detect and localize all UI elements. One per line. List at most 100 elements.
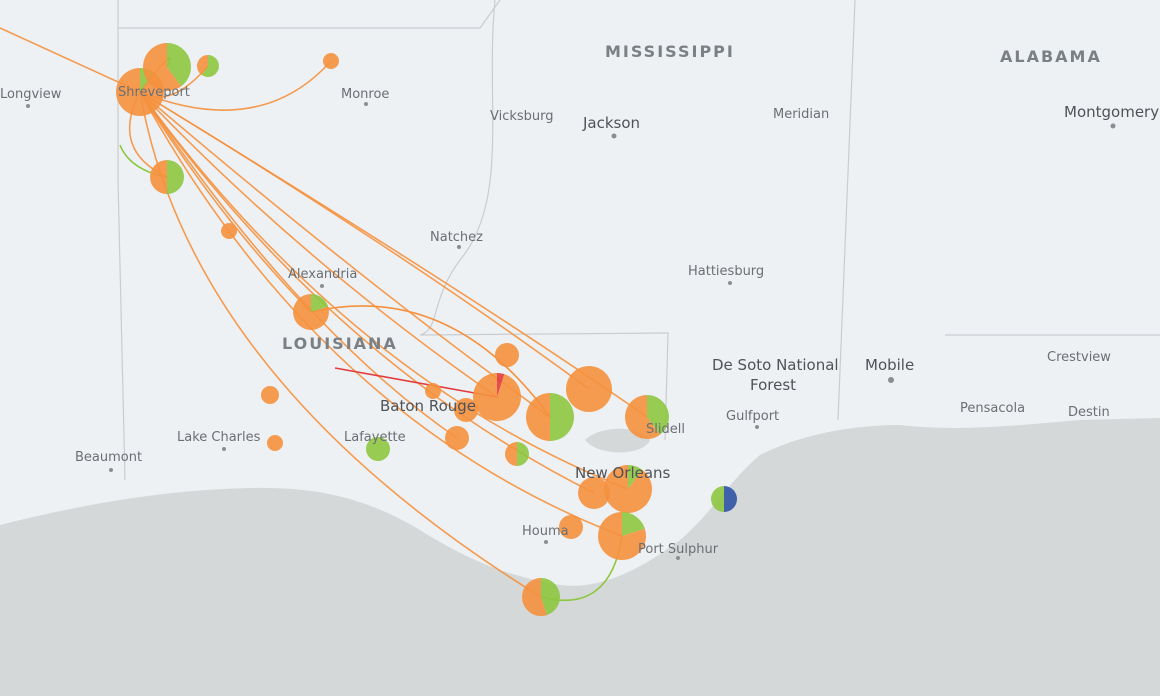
pie [425,383,441,399]
pie-slice [559,515,583,539]
city-label: Lake Charles [177,430,261,445]
flow [139,91,623,537]
pie-slice [267,435,283,451]
city-label: New Orleans [575,464,671,482]
pie-slice [201,55,219,77]
city-label: Port Sulphur [638,542,719,557]
pie [711,486,737,512]
city-dot [611,133,617,139]
city-dot [755,425,759,429]
pie-slice [261,386,279,404]
city-label: Monroe [341,87,389,102]
pie [578,477,610,509]
pie-slice [625,395,660,439]
pie [261,386,279,404]
pie [526,393,574,441]
flow [334,367,498,398]
city-dot [728,281,732,285]
pie-slice [473,373,521,422]
pies [115,43,737,616]
city-label: Vicksburg [490,109,554,124]
pie [267,435,283,451]
city-label: Lafayette [344,430,406,445]
city-label: Jackson [582,114,640,132]
pie [604,465,653,513]
pie-slice [578,477,610,509]
city-label: Beaumont [75,450,142,465]
city-dot [109,468,113,472]
state-label: ALABAMA [1000,47,1102,66]
pie-slice [505,442,517,466]
pie-slice [167,160,184,194]
city-dots [26,102,1116,560]
city-dot [457,245,461,249]
city-label: Mobile [865,356,914,374]
pie [473,373,521,422]
pie [454,398,478,422]
flow [139,91,498,398]
pie [495,343,519,367]
pie-slice [425,383,441,399]
pie-slice [311,294,329,312]
pie-slice [521,578,547,616]
pie-slice [628,465,643,489]
pie [598,512,646,560]
city-label: Forest [750,376,796,394]
city-label: Crestview [1047,350,1111,365]
pie-slice [622,512,645,536]
city-label: Houma [522,524,569,539]
pie-slice [150,160,167,194]
pie-slice [711,486,724,512]
pie-slice [566,366,612,412]
pie-slice [221,223,237,239]
pie [566,366,612,412]
labels: MISSISSIPPI ALABAMA LOUISIANA Longview S… [0,42,1159,557]
pie [323,53,339,69]
city-dot [320,284,324,288]
pie-slice [497,373,505,397]
pie [445,426,469,450]
city-label: Gulfport [726,409,779,424]
pie-slice [454,398,478,422]
pie [150,160,184,194]
city-dot [364,102,368,106]
flow [310,305,551,418]
pie-slice [197,55,208,75]
flow [139,91,312,313]
city-label: Shreveport [118,85,190,100]
city-dot [222,447,226,451]
pie-slice [293,294,329,330]
pie [559,515,583,539]
pie-slice [541,578,560,616]
city-label: De Soto National [712,356,839,374]
pie-slice [366,437,390,461]
lake [585,428,650,453]
city-dot [1110,123,1116,129]
city-label: Meridian [773,107,829,122]
pie [521,578,560,616]
border [837,0,856,421]
city-dot [676,556,680,560]
pie-slice [495,343,519,367]
city-label: Hattiesburg [688,264,764,279]
city-dot [26,104,30,108]
city-dot [544,540,548,544]
pie [142,43,191,91]
pie-slice [598,512,646,560]
pie [197,55,219,77]
city-label: Natchez [430,230,483,245]
state-label: MISSISSIPPI [605,42,735,61]
city-label: Destin [1068,405,1110,420]
pie [625,395,670,439]
pie-slice [526,393,550,441]
pie-slice [647,395,670,435]
state-label: LOUISIANA [282,334,398,353]
border [117,0,126,481]
city-label: Baton Rouge [380,397,476,415]
city-label: Slidell [646,422,685,437]
flow [139,60,332,111]
city-label: Montgomery [1064,103,1159,121]
pie-slice [323,53,339,69]
city-label: Alexandria [288,267,357,282]
flow [139,91,629,490]
